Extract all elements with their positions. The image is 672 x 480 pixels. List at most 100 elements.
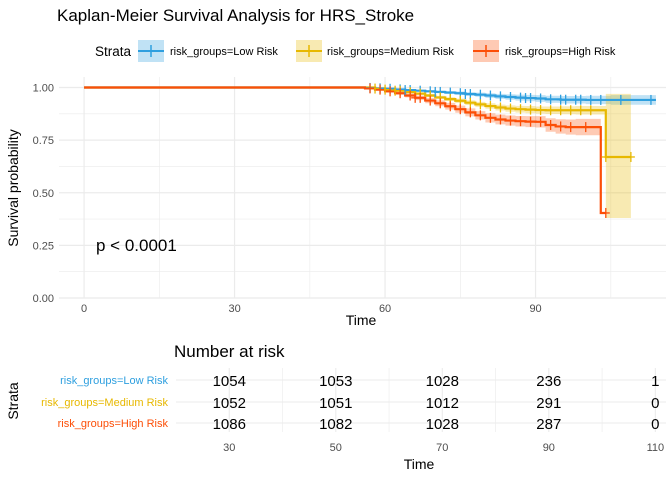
censor-mark-low	[466, 89, 475, 100]
censor-mark-high	[466, 107, 475, 118]
censor-mark-low	[536, 93, 545, 104]
censor-mark-high	[486, 112, 495, 123]
censor-mark-low	[576, 94, 585, 105]
censor-mark-high	[566, 122, 575, 133]
ci-band-low	[84, 87, 656, 105]
ci-band-high	[84, 87, 606, 213]
confidence-bands	[84, 87, 656, 219]
censor-mark-high	[506, 115, 515, 126]
risk-strata-label-medium: risk_groups=Medium Risk	[41, 397, 168, 409]
censor-mark-medium	[476, 99, 485, 110]
plot-tick-labels: 0 30 60 90 0.00 0.25 0.50 0.75 1.00	[33, 83, 542, 315]
censor-mark-medium	[456, 95, 465, 106]
censor-mark-medium	[576, 105, 585, 116]
censor-mark-high	[581, 122, 590, 133]
risk-cell-medium: 1051	[319, 395, 352, 412]
risk-cell-medium: 1052	[213, 395, 246, 412]
legend-title: Strata	[95, 44, 132, 59]
censor-mark-low	[586, 94, 595, 105]
risk-x-tick-label: 50	[330, 442, 342, 454]
legend-entry-low: risk_groups=Low Risk	[170, 46, 278, 58]
censor-mark-medium	[626, 151, 635, 162]
risk-table-tick-labels: 30 50 70 90 110	[223, 442, 664, 454]
risk-table-title: Number at risk	[174, 342, 285, 361]
censor-mark-low	[506, 91, 515, 102]
p-value-annotation: p < 0.0001	[96, 236, 177, 255]
risk-table-x-label: Time	[404, 456, 435, 472]
censor-mark-low	[546, 94, 555, 105]
chart-title: Kaplan-Meier Survival Analysis for HRS_S…	[57, 6, 414, 25]
risk-table-strata-labels: risk_groups=Low Risk risk_groups=Medium R…	[41, 375, 168, 430]
risk-x-tick-label: 30	[223, 442, 235, 454]
risk-strata-label-low: risk_groups=Low Risk	[60, 375, 168, 387]
risk-cell-low: 1	[651, 373, 659, 390]
y-tick-label: 1.00	[33, 83, 54, 95]
legend-entry-medium: risk_groups=Medium Risk	[327, 46, 454, 58]
censor-mark-high	[536, 116, 545, 127]
risk-cell-low: 1053	[319, 373, 352, 390]
censor-mark-high	[386, 86, 395, 97]
ci-band-medium	[84, 87, 631, 219]
risk-cell-high: 1082	[319, 416, 352, 433]
censor-mark-high	[416, 92, 425, 103]
censor-mark-medium	[546, 105, 555, 116]
x-tick-label: 60	[379, 303, 391, 315]
censor-mark-low	[616, 94, 625, 105]
censor-mark-medium	[496, 102, 505, 113]
censor-mark-high	[476, 110, 485, 121]
censor-mark-high	[546, 119, 555, 130]
censor-mark-medium	[466, 97, 475, 108]
censor-mark-high	[516, 116, 525, 127]
censor-mark-high	[496, 114, 505, 125]
risk-x-tick-label: 90	[543, 442, 555, 454]
risk-cell-medium: 0	[651, 395, 659, 412]
censor-mark-high	[601, 207, 610, 218]
censor-mark-low	[596, 94, 605, 105]
censor-mark-high	[446, 101, 455, 112]
censor-mark-medium	[506, 103, 515, 114]
risk-table-cells: 1054 1053 1028 236 1 1052 1051 1012 291 0 1086 1082…	[213, 373, 660, 433]
risk-cell-high: 1028	[426, 416, 459, 433]
risk-x-tick-label: 110	[647, 442, 665, 454]
risk-strata-label-high: risk_groups=High Risk	[58, 418, 169, 430]
y-tick-label: 0.50	[33, 188, 54, 200]
x-tick-label: 30	[228, 303, 240, 315]
y-tick-label: 0.00	[33, 293, 54, 305]
risk-cell-high: 1086	[213, 416, 246, 433]
risk-cell-low: 236	[536, 373, 561, 390]
risk-table-grid	[176, 368, 666, 432]
legend-entry-high: risk_groups=High Risk	[505, 46, 616, 58]
censor-marks	[366, 82, 655, 218]
censor-mark-low	[646, 94, 655, 105]
censor-mark-high	[526, 116, 535, 127]
censor-mark-high	[456, 104, 465, 115]
risk-cell-low: 1054	[213, 373, 246, 390]
x-tick-label: 0	[81, 303, 87, 315]
censor-mark-medium	[566, 105, 575, 116]
censor-mark-medium	[556, 105, 565, 116]
censor-mark-medium	[526, 104, 535, 115]
censor-mark-low	[496, 91, 505, 102]
risk-cell-medium: 291	[536, 395, 561, 412]
x-axis-label: Time	[346, 312, 377, 328]
censor-mark-low	[486, 90, 495, 101]
censor-mark-low	[476, 89, 485, 100]
censor-mark-medium	[516, 104, 525, 115]
risk-cell-high: 287	[536, 416, 561, 433]
y-tick-label: 0.25	[33, 240, 54, 252]
censor-mark-high	[426, 95, 435, 106]
censor-mark-high	[556, 121, 565, 132]
censor-mark-medium	[586, 105, 595, 116]
risk-cell-high: 0	[651, 416, 659, 433]
censor-mark-high	[396, 88, 405, 99]
censor-mark-low	[561, 94, 570, 105]
censor-mark-medium	[486, 101, 495, 112]
censor-mark-high	[376, 84, 385, 95]
y-axis-label: Survival probability	[5, 129, 21, 247]
risk-cell-medium: 1012	[426, 395, 459, 412]
x-tick-label: 90	[529, 303, 541, 315]
risk-x-tick-label: 70	[436, 442, 448, 454]
censor-mark-high	[366, 83, 375, 94]
plot-grid	[59, 77, 666, 299]
